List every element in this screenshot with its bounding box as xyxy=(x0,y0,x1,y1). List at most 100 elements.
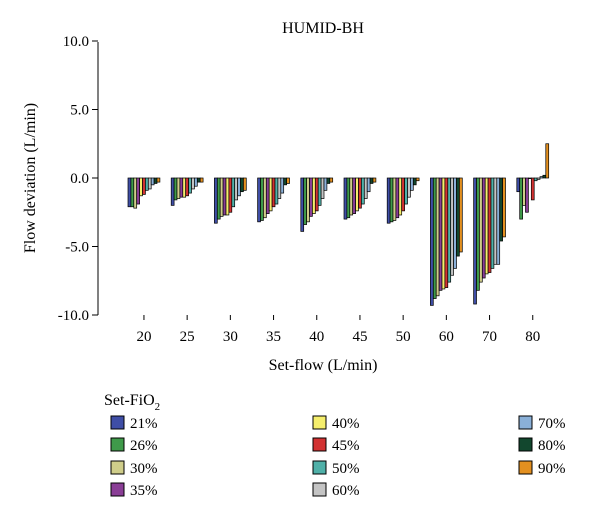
bar xyxy=(225,177,230,216)
bar xyxy=(450,177,454,276)
bar xyxy=(395,177,400,219)
bar xyxy=(280,177,285,194)
x-tick-label: 30 xyxy=(223,329,238,345)
bar xyxy=(361,177,365,205)
x-tick-label: 20 xyxy=(136,329,151,345)
bar xyxy=(441,177,446,290)
bar xyxy=(444,177,449,288)
bar xyxy=(234,177,238,201)
bar xyxy=(323,177,328,191)
legend-swatch xyxy=(110,482,125,497)
y-tick-label: 5.0 xyxy=(70,103,89,119)
bar xyxy=(194,177,198,187)
bar xyxy=(329,177,334,183)
bar xyxy=(536,177,541,180)
bar xyxy=(263,177,267,219)
bar xyxy=(484,177,489,275)
legend-label: 40% xyxy=(332,416,360,432)
bar xyxy=(447,177,452,283)
legend-label: 30% xyxy=(130,461,158,477)
bar xyxy=(355,177,359,212)
bar xyxy=(528,177,532,179)
legend-label: 80% xyxy=(538,438,566,454)
legend: 21% 26% 30% 35% 40% 45% 50% 60% 70% 80% 90% xyxy=(110,415,566,499)
bar xyxy=(300,177,305,232)
bar xyxy=(257,177,261,223)
legend-swatch xyxy=(518,437,533,452)
bar xyxy=(493,177,498,265)
bar xyxy=(343,177,348,220)
bar xyxy=(476,177,480,291)
legend-swatch xyxy=(518,460,533,475)
bar xyxy=(438,177,443,291)
bar xyxy=(410,177,414,191)
bar xyxy=(309,177,313,217)
bar xyxy=(142,177,146,195)
bar xyxy=(222,177,227,216)
legend-swatch xyxy=(518,415,533,430)
bar xyxy=(326,177,331,184)
bar xyxy=(312,177,316,214)
bar xyxy=(539,176,544,179)
bar xyxy=(412,177,417,186)
bar xyxy=(490,177,495,269)
legend-label: 50% xyxy=(332,461,360,477)
bar xyxy=(306,177,310,223)
bar xyxy=(153,177,158,184)
legend-swatch xyxy=(110,437,125,452)
y-tick-label: -10.0 xyxy=(58,308,89,324)
bar xyxy=(456,177,460,257)
bar xyxy=(415,177,420,182)
bar xyxy=(533,177,538,182)
bar xyxy=(274,177,279,205)
legend-swatch xyxy=(312,482,327,497)
x-tick-label: 80 xyxy=(525,329,540,345)
bar xyxy=(349,177,354,216)
bar xyxy=(133,177,138,209)
bar xyxy=(237,177,241,197)
legend-label: 35% xyxy=(130,483,158,499)
bar xyxy=(314,177,319,212)
bar xyxy=(265,177,270,214)
legend-label: 60% xyxy=(332,483,360,499)
legend-label: 26% xyxy=(130,438,158,454)
bar xyxy=(191,177,195,190)
legend-swatch xyxy=(312,415,327,430)
legend-label: 90% xyxy=(538,461,566,477)
bar xyxy=(240,177,244,193)
x-axis-label: Set-flow (L/min) xyxy=(269,357,378,374)
bar xyxy=(453,177,457,269)
bar xyxy=(182,177,187,198)
bar xyxy=(366,177,371,193)
bar xyxy=(156,177,161,183)
bar xyxy=(522,177,526,206)
bar xyxy=(502,177,506,238)
bar xyxy=(268,177,273,212)
bar xyxy=(516,177,521,193)
bar xyxy=(145,177,149,191)
x-tick-label: 50 xyxy=(396,329,411,345)
legend-title-subscript: 2 xyxy=(155,401,161,413)
bar xyxy=(398,177,403,216)
bar xyxy=(372,177,377,183)
bar xyxy=(317,177,322,206)
bar xyxy=(499,177,503,242)
bar xyxy=(179,177,184,198)
bar xyxy=(392,177,397,221)
bar xyxy=(243,177,247,191)
legend-label: 21% xyxy=(130,416,158,432)
x-ticks: 20 25 30 35 40 45 50 60 70 80 xyxy=(136,315,540,345)
y-tick-label: 10.0 xyxy=(63,34,89,50)
bar xyxy=(363,177,368,199)
bar xyxy=(389,177,394,223)
bar xyxy=(525,177,529,213)
y-tick-label: 0.0 xyxy=(70,171,89,187)
plot-bars xyxy=(127,143,550,306)
bar xyxy=(459,177,463,253)
bar xyxy=(199,177,204,183)
bar xyxy=(432,177,437,299)
bar xyxy=(530,177,535,201)
y-tick-label: -5.0 xyxy=(65,240,89,256)
bar xyxy=(303,177,307,225)
bar xyxy=(358,177,362,209)
